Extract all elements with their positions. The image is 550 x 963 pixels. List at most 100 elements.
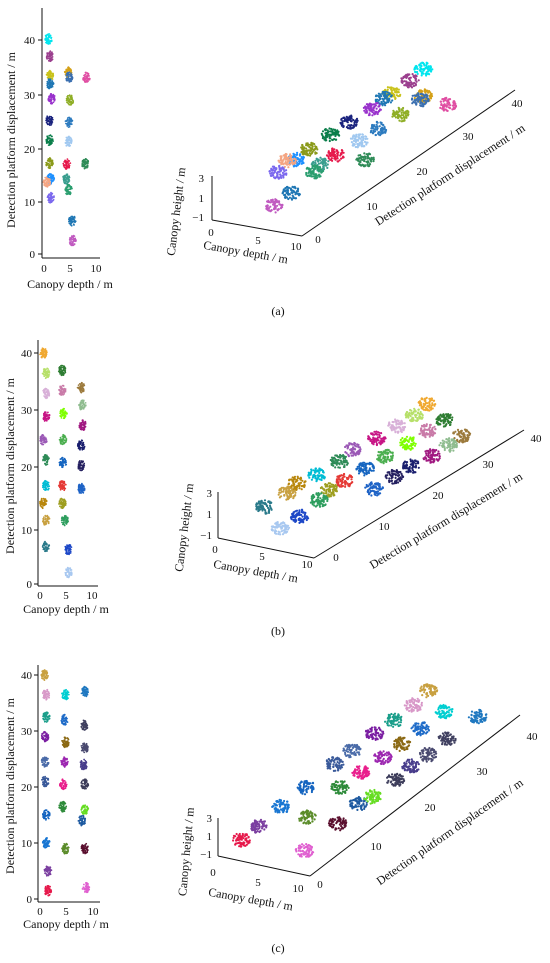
top-view-point: [45, 456, 47, 459]
top-view-point: [47, 485, 50, 488]
displacement-tick: 10: [367, 201, 379, 213]
view3d-point: [374, 98, 377, 101]
top-view-point: [50, 179, 53, 182]
view3d-point: [386, 88, 389, 91]
view3d-point: [434, 428, 437, 431]
top-view-cluster: [68, 215, 77, 227]
view3d-point: [397, 111, 400, 114]
top-view-point: [44, 454, 46, 456]
view3d-point: [282, 191, 285, 194]
top-view-point: [85, 71, 87, 74]
top-view-point: [44, 480, 47, 483]
view3d-point: [448, 450, 451, 453]
view3d-point: [282, 173, 286, 176]
top-view-point: [48, 161, 51, 163]
top-view-point: [45, 542, 48, 545]
view3d-point: [406, 114, 409, 117]
view3d-point: [418, 90, 421, 93]
top-view-point: [66, 574, 69, 577]
top-view-point: [82, 78, 84, 80]
top-view-point: [66, 101, 68, 104]
view3d-point: [423, 64, 426, 67]
top-view-cluster: [39, 497, 48, 510]
top-view-point: [45, 119, 48, 122]
top-view-point: [59, 488, 62, 491]
top-view-point: [46, 414, 49, 417]
top-view-point: [46, 546, 49, 549]
top-view-point: [86, 72, 89, 74]
view3d-point: [369, 159, 372, 162]
view3d-point: [333, 128, 336, 131]
view3d-point: [364, 137, 367, 141]
top-view-point: [65, 191, 68, 193]
top-view-point: [62, 440, 64, 443]
top-view-point: [81, 490, 84, 493]
top-view-point: [64, 487, 67, 490]
view3d-point: [444, 99, 447, 102]
top-view-cluster: [64, 544, 73, 556]
view3d-point: [408, 411, 411, 414]
view3d-point: [401, 422, 404, 425]
view3d-point: [425, 71, 428, 74]
view3d-point: [321, 130, 325, 133]
top-view-point: [53, 196, 55, 199]
view3d-point: [466, 439, 469, 442]
view3d-point: [366, 103, 369, 106]
top-view-point: [86, 160, 88, 163]
top-view-point: [52, 198, 55, 201]
top-view-point: [82, 463, 85, 466]
view3d-a: 3 1 −1 Canopy height / m 0 5 10 Canopy d…: [164, 61, 528, 267]
top-view-point: [79, 407, 82, 410]
view3d-point: [381, 97, 384, 100]
view3d-point: [395, 91, 398, 94]
top-view-point: [73, 243, 76, 245]
view3d-point: [423, 432, 426, 435]
view3d-point: [450, 418, 454, 421]
top-view-point: [67, 192, 69, 195]
view3d-point: [336, 150, 339, 153]
view3d-point: [307, 143, 310, 146]
view3d-point: [432, 433, 435, 436]
top-view-point: [48, 137, 51, 140]
view3d-point: [373, 430, 376, 433]
view3d-point: [274, 211, 277, 214]
view3d-point: [462, 433, 465, 436]
top-view-point: [59, 413, 62, 415]
top-view-point: [69, 96, 72, 99]
view3d-point: [408, 77, 411, 80]
top-view-point: [44, 413, 46, 416]
top-view-point: [60, 393, 63, 395]
top-view-point: [67, 97, 69, 99]
view3d-point: [414, 94, 417, 97]
view3d-point: [289, 187, 292, 190]
view3d-point: [285, 173, 288, 176]
view3d-point: [356, 142, 359, 146]
top-view-point: [60, 366, 63, 369]
view3d-point: [419, 99, 422, 102]
displacement-axis: [301, 89, 516, 237]
top-view-point: [48, 139, 51, 142]
displacement-tick: 30: [463, 131, 475, 143]
top-view-point: [83, 167, 86, 170]
top-view-point: [48, 118, 51, 120]
top-view-point: [65, 160, 68, 163]
top-view-point: [50, 181, 53, 184]
top-view-point: [61, 498, 64, 501]
view3d-b: 3 1 −1 Canopy height / m 0 5 10 Canopy d…: [172, 396, 542, 586]
top-view-point: [45, 183, 48, 186]
top-view-point: [68, 572, 71, 575]
top-view-point: [42, 484, 44, 487]
top-view-point: [65, 519, 67, 522]
view3d-point: [397, 91, 400, 94]
view3d-point: [296, 164, 299, 167]
top-view-cluster: [76, 381, 86, 394]
depth-axis-label: Canopy depth / m: [202, 238, 289, 267]
view3d-point: [311, 150, 314, 153]
top-view-point: [68, 176, 71, 179]
view3d-point: [340, 152, 343, 155]
depth-tick: 10: [291, 241, 303, 253]
view3d-point: [365, 160, 368, 163]
view3d-point: [330, 157, 333, 160]
view3d-point: [374, 128, 377, 131]
top-view-point: [67, 190, 69, 192]
